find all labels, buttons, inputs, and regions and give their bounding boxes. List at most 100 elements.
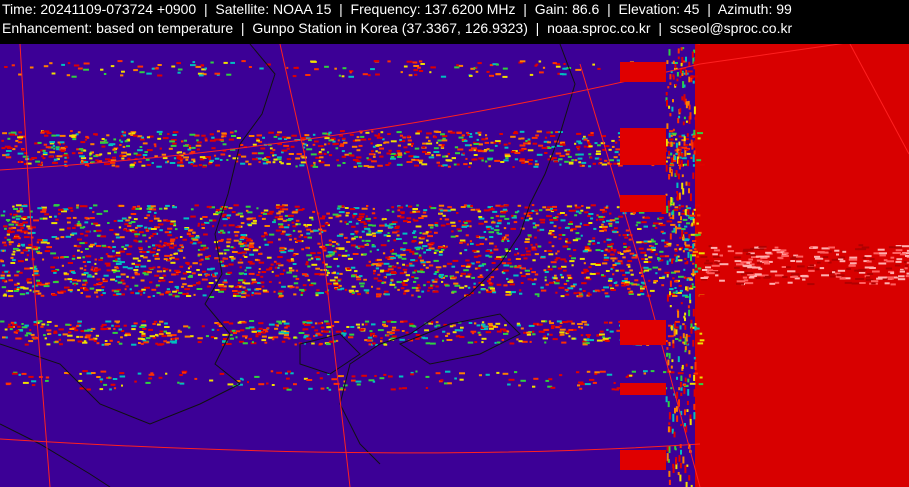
pixel-noise [252,281,258,284]
pixel-noise [214,337,218,340]
pixel-noise [171,341,177,344]
pixel-noise [104,327,109,330]
pixel-noise [410,145,413,147]
pixel-noise [89,157,93,160]
pixel-noise [488,282,492,285]
pixel-noise [165,268,169,271]
pixel-noise [444,155,449,158]
pixel-noise [315,332,321,335]
pixel-noise [262,212,268,215]
pixel-noise [114,279,118,282]
pixel-noise [241,378,244,381]
pixel-noise [187,148,192,151]
pixel-noise [488,231,494,234]
pixel-noise [692,80,695,84]
pixel-noise [654,242,658,245]
pixel-noise [135,265,139,268]
pixel-noise [40,325,44,328]
pixel-noise [278,331,284,334]
pixel-noise [113,290,120,293]
pixel-noise [328,131,332,134]
pixel-noise [421,290,425,293]
pixel-noise [264,341,268,344]
pixel-noise [669,291,671,296]
pixel-noise [239,266,242,269]
pixel-noise [679,108,682,113]
pixel-noise [687,389,690,396]
pixel-noise [24,343,29,346]
pixel-noise [672,202,675,206]
pixel-noise [21,323,24,325]
pixel-noise [639,290,644,292]
pixel-noise [345,249,348,252]
pixel-noise [687,100,690,106]
pixel-noise [176,62,181,65]
pixel-noise [89,207,93,210]
pixel-noise [306,228,311,231]
pixel-noise [682,333,685,339]
pixel-noise [543,328,549,331]
pixel-noise [76,256,82,259]
pixel-noise [692,164,695,167]
pixel-noise [269,147,273,150]
pixel-noise [562,73,567,76]
pixel-noise [263,209,269,212]
pixel-noise [520,267,526,270]
pixel-noise [355,222,359,225]
pixel-noise [698,252,705,255]
pixel-noise [227,383,234,386]
pixel-noise [304,288,307,291]
pixel-noise [55,237,60,240]
pixel-noise [663,371,667,374]
pixel-noise [275,133,280,136]
pixel-noise [555,257,561,260]
pixel-noise [341,137,346,140]
pixel-noise [206,205,212,208]
pixel-noise [674,67,678,70]
pixel-noise [368,260,371,263]
pixel-noise [504,324,507,327]
pixel-noise [22,221,28,224]
pixel-noise [349,133,354,136]
pixel-noise [245,266,252,269]
pixel-noise [683,387,686,395]
pixel-noise [668,150,671,155]
pixel-noise [442,330,446,333]
pixel-noise [322,249,327,252]
pixel-noise [154,274,160,277]
pixel-noise [559,154,565,157]
pixel-noise [53,147,56,150]
pixel-noise [339,134,343,137]
pixel-noise [24,163,27,165]
pixel-noise [401,282,406,284]
pixel-noise [844,281,852,284]
pixel-noise [279,160,282,163]
pixel-noise [554,282,560,285]
pixel-noise [459,239,466,242]
pixel-noise [436,141,439,144]
pixel-noise [905,255,909,257]
pixel-noise [550,210,554,213]
pixel-noise [349,208,356,211]
pixel-noise [164,292,170,294]
pixel-noise [130,276,133,279]
pixel-noise [418,60,423,63]
pixel-noise [228,138,235,141]
pixel-noise [502,75,508,78]
pixel-noise [122,131,126,134]
pixel-noise [277,256,283,258]
pixel-noise [464,144,470,147]
pixel-noise [264,233,268,236]
pixel-noise [828,261,832,264]
pixel-noise [130,131,137,134]
pixel-noise [197,222,200,225]
pixel-noise [700,277,708,279]
pixel-noise [445,284,450,287]
pixel-noise [594,157,600,160]
pixel-noise [500,211,507,214]
pixel-noise [251,282,254,285]
pixel-noise [64,286,70,289]
pixel-noise [411,276,415,278]
pixel-noise [237,252,242,255]
pixel-noise [577,148,580,151]
